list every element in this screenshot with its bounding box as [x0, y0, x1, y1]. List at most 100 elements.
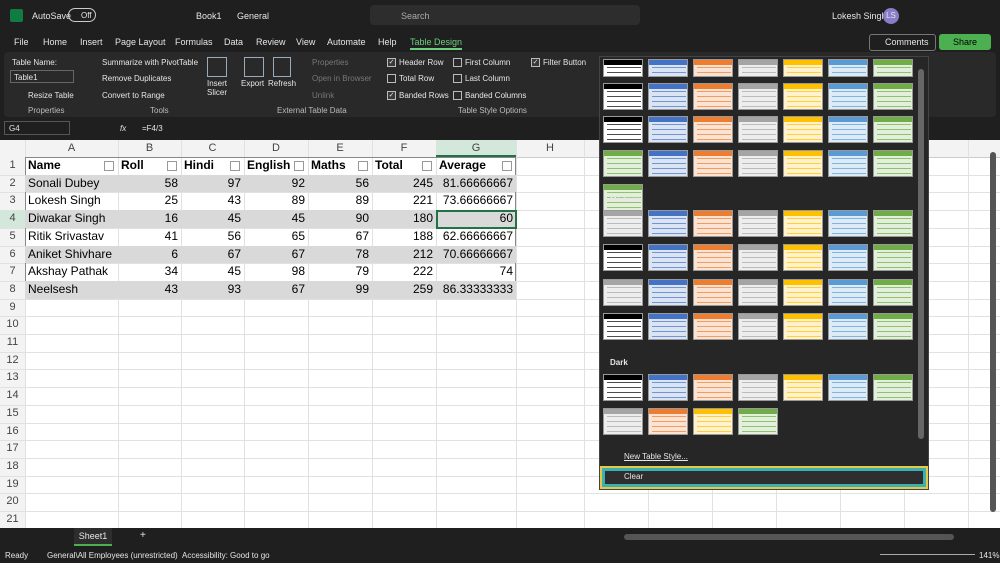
- sensitivity[interactable]: General: [237, 11, 270, 21]
- style-thumbnail[interactable]: [738, 59, 778, 77]
- style-thumbnail[interactable]: [648, 374, 688, 401]
- checkbox[interactable]: [453, 74, 462, 83]
- menu-item[interactable]: New Table Style...: [624, 452, 688, 461]
- formula[interactable]: =F4/3: [142, 124, 163, 133]
- ribbon-tab[interactable]: Review: [256, 37, 286, 47]
- checkbox-label[interactable]: First Column: [465, 58, 511, 67]
- name-box[interactable]: G4: [4, 121, 70, 135]
- style-thumbnail[interactable]: [603, 150, 643, 177]
- menu-item[interactable]: Clear: [624, 472, 644, 481]
- style-thumbnail[interactable]: [648, 59, 688, 77]
- style-thumbnail[interactable]: [693, 374, 733, 401]
- ribbon-tab[interactable]: File: [14, 37, 29, 47]
- checkbox[interactable]: [387, 74, 396, 83]
- style-thumbnail[interactable]: [693, 83, 733, 110]
- style-thumbnail[interactable]: [873, 313, 913, 340]
- style-thumbnail[interactable]: [603, 59, 643, 77]
- style-thumbnail[interactable]: [828, 83, 868, 110]
- remove-duplicates[interactable]: Remove Duplicates: [102, 74, 172, 83]
- style-thumbnail[interactable]: [828, 210, 868, 237]
- checkbox-label[interactable]: Banded Rows: [399, 91, 449, 100]
- sheet-tab[interactable]: Sheet1: [74, 528, 112, 546]
- style-thumbnail[interactable]: [783, 313, 823, 340]
- menu-item-selected[interactable]: [600, 466, 928, 489]
- style-thumbnail[interactable]: [828, 374, 868, 401]
- checkbox-label[interactable]: Total Row: [399, 74, 435, 83]
- style-thumbnail[interactable]: [648, 279, 688, 306]
- style-thumbnail[interactable]: [783, 150, 823, 177]
- autosave-toggle[interactable]: [68, 8, 96, 22]
- table-header[interactable]: [358, 161, 368, 171]
- style-thumbnail[interactable]: [738, 83, 778, 110]
- ribbon-tab[interactable]: Formulas: [175, 37, 213, 47]
- style-thumbnail[interactable]: [738, 210, 778, 237]
- style-thumbnail[interactable]: [693, 244, 733, 271]
- style-thumbnail[interactable]: [783, 374, 823, 401]
- style-thumbnail[interactable]: [603, 313, 643, 340]
- ribbon-tab[interactable]: Help: [378, 37, 397, 47]
- style-thumbnail[interactable]: [873, 150, 913, 177]
- style-thumbnail[interactable]: [783, 83, 823, 110]
- style-thumbnail[interactable]: [828, 279, 868, 306]
- share-button[interactable]: [939, 34, 991, 50]
- checkbox-label[interactable]: Last Column: [465, 74, 510, 83]
- style-thumbnail[interactable]: [873, 83, 913, 110]
- table-header[interactable]: [104, 161, 114, 171]
- style-thumbnail[interactable]: [603, 116, 643, 143]
- pivot-button[interactable]: Summarize with PivotTable: [102, 58, 199, 67]
- style-thumbnail[interactable]: [693, 313, 733, 340]
- accessibility[interactable]: Accessibility: Good to go: [182, 551, 270, 560]
- add-sheet[interactable]: +: [140, 530, 146, 541]
- convert-range[interactable]: Convert to Range: [102, 91, 165, 100]
- checkbox-label[interactable]: Banded Columns: [465, 91, 527, 100]
- style-thumbnail[interactable]: [783, 244, 823, 271]
- style-thumbnail[interactable]: [873, 116, 913, 143]
- style-thumbnail[interactable]: [873, 210, 913, 237]
- table-header[interactable]: [294, 161, 304, 171]
- style-thumbnail[interactable]: [783, 210, 823, 237]
- checkbox[interactable]: [453, 91, 462, 100]
- comments-button[interactable]: [869, 34, 936, 51]
- resize-table[interactable]: Resize Table: [28, 91, 74, 100]
- style-thumbnail[interactable]: [603, 244, 643, 271]
- style-thumbnail[interactable]: [648, 83, 688, 110]
- style-thumbnail[interactable]: [783, 116, 823, 143]
- style-thumbnail[interactable]: [828, 244, 868, 271]
- style-thumbnail[interactable]: [873, 279, 913, 306]
- checkbox[interactable]: ✓: [387, 58, 396, 67]
- style-thumbnail[interactable]: [738, 374, 778, 401]
- table-name-input[interactable]: Table1: [10, 70, 74, 83]
- table-header[interactable]: [502, 161, 512, 171]
- table-header[interactable]: [230, 161, 240, 171]
- style-thumbnail[interactable]: [603, 374, 643, 401]
- style-thumbnail[interactable]: [603, 279, 643, 306]
- insert-slicer[interactable]: Insert Slicer: [206, 79, 227, 97]
- ribbon-tab[interactable]: Insert: [80, 37, 103, 47]
- style-thumbnail[interactable]: [738, 244, 778, 271]
- refresh-button[interactable]: Refresh: [268, 79, 297, 88]
- style-thumbnail[interactable]: [738, 150, 778, 177]
- ribbon-tab[interactable]: Table Design: [410, 37, 463, 50]
- style-thumbnail[interactable]: [783, 279, 823, 306]
- table-header[interactable]: [422, 161, 432, 171]
- style-thumbnail[interactable]: [603, 210, 643, 237]
- style-thumbnail[interactable]: [603, 184, 643, 211]
- style-thumbnail[interactable]: [693, 116, 733, 143]
- style-thumbnail[interactable]: [738, 313, 778, 340]
- style-thumbnail[interactable]: [828, 116, 868, 143]
- search-box[interactable]: [370, 5, 640, 25]
- style-thumbnail[interactable]: [873, 374, 913, 401]
- style-thumbnail[interactable]: [693, 59, 733, 77]
- style-thumbnail[interactable]: [648, 210, 688, 237]
- style-thumbnail[interactable]: [693, 150, 733, 177]
- ribbon-tab[interactable]: Automate: [327, 37, 366, 47]
- style-thumbnail[interactable]: [693, 279, 733, 306]
- style-thumbnail[interactable]: [603, 83, 643, 110]
- v-scrollbar[interactable]: [990, 152, 996, 512]
- style-thumbnail[interactable]: [738, 279, 778, 306]
- style-thumbnail[interactable]: [648, 313, 688, 340]
- table-header[interactable]: [167, 161, 177, 171]
- style-thumbnail[interactable]: [603, 408, 643, 435]
- checkbox[interactable]: [453, 58, 462, 67]
- ribbon-tab[interactable]: View: [296, 37, 316, 47]
